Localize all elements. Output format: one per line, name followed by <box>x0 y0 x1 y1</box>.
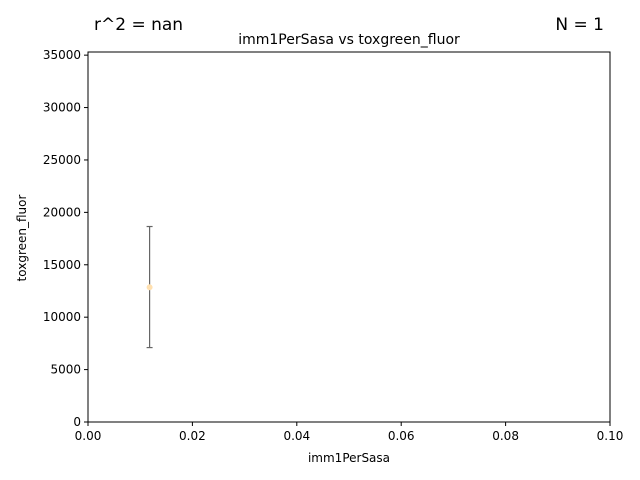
x-tick-label: 0.06 <box>388 429 415 443</box>
plot-frame <box>87 51 611 423</box>
y-tick-label: 0 <box>73 415 81 429</box>
x-tick-label: 0.00 <box>75 429 102 443</box>
y-axis: 0 5000 10000 15000 20000 25000 30000 35000 <box>43 48 88 429</box>
y-tick-label: 20000 <box>43 205 81 219</box>
x-tick-label: 0.08 <box>492 429 519 443</box>
x-axis: 0.00 0.02 0.04 0.06 0.08 0.10 <box>75 422 624 443</box>
y-tick-label: 5000 <box>50 363 81 377</box>
y-axis-label: toxgreen_fluor <box>15 195 29 282</box>
x-tick-label: 0.02 <box>179 429 206 443</box>
r-squared-annotation: r^2 = nan <box>94 15 183 35</box>
x-tick-label: 0.10 <box>597 429 624 443</box>
data-point <box>146 284 153 291</box>
x-tick-label: 0.04 <box>283 429 310 443</box>
sample-count-annotation: N = 1 <box>555 15 604 35</box>
y-tick-label: 10000 <box>43 310 81 324</box>
x-axis-label: imm1PerSasa <box>308 451 390 465</box>
y-tick-label: 25000 <box>43 153 81 167</box>
plot-area <box>87 51 611 423</box>
data-marks <box>146 225 153 349</box>
y-tick-label: 30000 <box>43 101 81 115</box>
y-tick-label: 15000 <box>43 258 81 272</box>
y-tick-label: 35000 <box>43 48 81 62</box>
chart-title: imm1PerSasa vs toxgreen_fluor <box>238 32 460 48</box>
